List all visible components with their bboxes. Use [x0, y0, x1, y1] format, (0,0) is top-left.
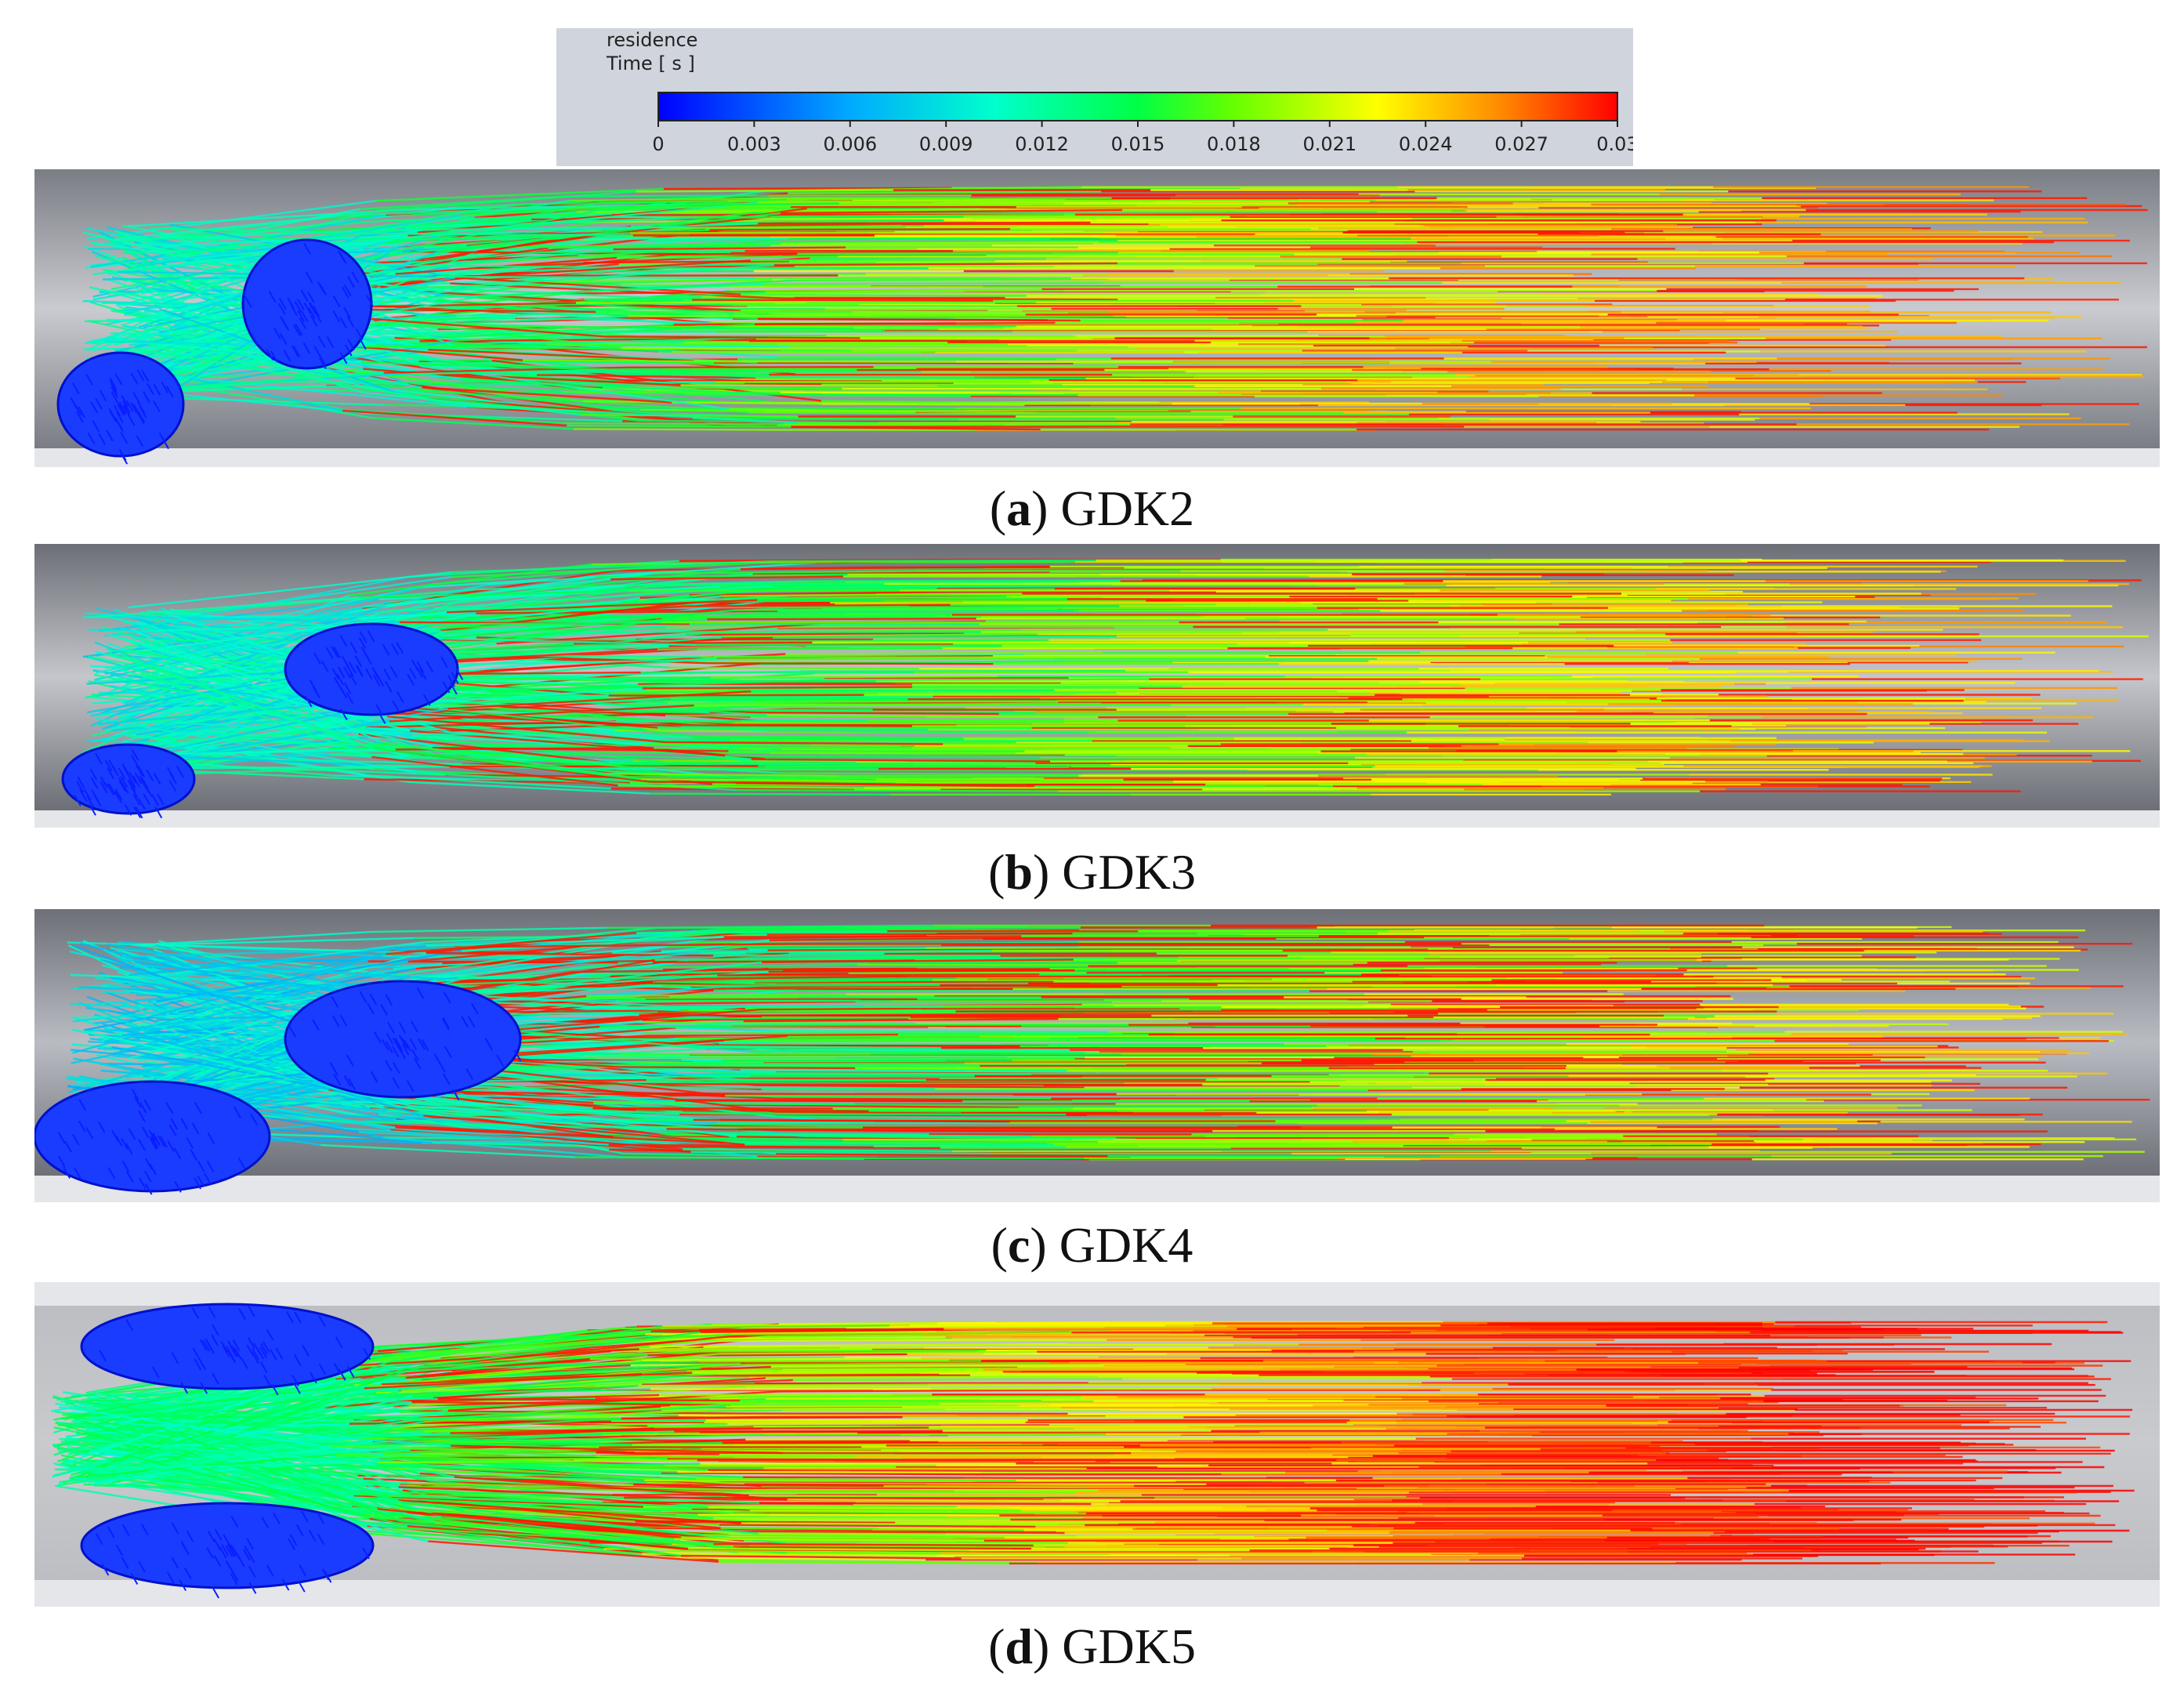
- colorbar-ticks: 0 0.003 0.006 0.009 0.012 0.015 0.018 0.021 0.02…: [652, 121, 1633, 155]
- caption-a: (a) GDK2: [989, 480, 1195, 536]
- caption-a-label: GDK2: [1060, 480, 1195, 536]
- colorbar-tick-label: 0.03: [1596, 133, 1633, 155]
- colorbar-tick-label: 0.018: [1207, 133, 1261, 155]
- colorbar-tick-label: 0.015: [1111, 133, 1165, 155]
- colorbar-tick-label: 0.006: [823, 133, 877, 155]
- panel-b-streamlines: [34, 544, 2160, 828]
- caption-c: (c) GDK4: [991, 1217, 1193, 1273]
- caption-a-letter: a: [1006, 480, 1032, 536]
- colorbar-tick-label: 0: [652, 133, 664, 155]
- legend-title-line2: Time [ s ]: [607, 53, 695, 74]
- colorbar-tick-label: 0.027: [1494, 133, 1548, 155]
- inlet-nozzle: [241, 238, 374, 370]
- inlet-nozzle: [80, 1502, 375, 1599]
- colorbar-tick-label: 0.009: [919, 133, 973, 155]
- caption-b: (b) GDK3: [988, 844, 1196, 900]
- caption-b-letter: b: [1005, 844, 1033, 900]
- panel-c-streamlines: [34, 909, 2160, 1202]
- caption-c-label: GDK4: [1059, 1217, 1193, 1273]
- colorbar-tick-label: 0.024: [1399, 133, 1453, 155]
- streamline-image-gdk3: [34, 544, 2160, 828]
- streamline-image-gdk2: [34, 169, 2160, 467]
- caption-d-letter: d: [1005, 1618, 1033, 1674]
- colorbar-tick-label: 0.021: [1302, 133, 1356, 155]
- streamline-image-gdk4: [34, 909, 2160, 1202]
- caption-b-label: GDK3: [1062, 844, 1196, 900]
- inlet-nozzle: [284, 980, 522, 1101]
- colorbar-gradient: [657, 92, 1618, 121]
- caption-d: (d) GDK5: [988, 1618, 1196, 1674]
- streamlines: [81, 186, 2148, 431]
- inlet-nozzle: [284, 622, 464, 724]
- colorbar: 0 0.003 0.006 0.009 0.012 0.015 0.018 0.021 0.02…: [652, 92, 1633, 155]
- inlet-nozzle: [56, 351, 185, 465]
- caption-c-letter: c: [1007, 1217, 1030, 1273]
- streamlines: [50, 1321, 2135, 1565]
- inlet-nozzle: [61, 743, 196, 819]
- inlet-nozzle: [80, 1303, 375, 1396]
- colorbar-tick-label: 0.003: [727, 133, 781, 155]
- legend-title-line1: residence: [607, 29, 698, 51]
- inlet-nozzle: [34, 1080, 271, 1195]
- panel-d-streamlines: [34, 1282, 2160, 1607]
- colorbar-legend: residence Time [ s ] 0 0.003 0.006 0.009 0.0…: [556, 28, 1633, 166]
- streamline-image-gdk5: [34, 1282, 2160, 1607]
- legend-title: residence Time [ s ]: [607, 28, 697, 75]
- colorbar-tick-label: 0.012: [1015, 133, 1069, 155]
- panel-a-streamlines: [34, 169, 2160, 467]
- caption-d-label: GDK5: [1062, 1618, 1196, 1674]
